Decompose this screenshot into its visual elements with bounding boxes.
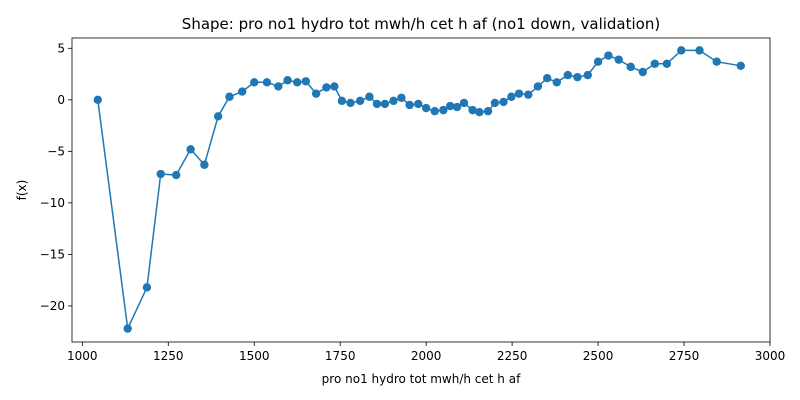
x-tick-label: 1750 xyxy=(325,349,356,363)
data-point xyxy=(514,89,524,98)
data-point xyxy=(238,87,247,96)
data-point xyxy=(93,95,102,105)
data-point xyxy=(421,103,431,113)
data-point xyxy=(507,92,516,101)
data-point xyxy=(614,55,623,64)
x-axis-label: pro no1 hydro tot mwh/h cet h af xyxy=(322,372,521,386)
x-tick-label: 1250 xyxy=(153,349,184,363)
data-point xyxy=(583,70,592,80)
data-point xyxy=(638,67,647,77)
y-tick-label: 0 xyxy=(57,93,65,107)
data-point xyxy=(573,72,582,82)
data-point xyxy=(446,101,455,111)
data-point xyxy=(414,99,423,109)
data-point xyxy=(662,59,672,68)
data-point xyxy=(677,46,686,55)
data-point xyxy=(468,105,477,115)
data-point xyxy=(712,57,721,66)
data-point xyxy=(346,98,355,108)
data-point xyxy=(301,77,311,86)
data-point xyxy=(337,96,347,106)
data-point xyxy=(439,105,448,115)
x-tick-label: 2750 xyxy=(669,349,700,363)
data-point xyxy=(483,106,493,116)
data-point xyxy=(452,102,462,112)
data-point xyxy=(225,92,234,101)
data-point xyxy=(650,59,660,68)
y-tick-label: −20 xyxy=(40,299,65,313)
plot-area: 1000 1250 1500 1750 2000 2250 2500 2750 3000 −20 −… xyxy=(40,37,786,363)
y-tick-label: −10 xyxy=(40,196,65,210)
data-point xyxy=(593,57,603,66)
x-tick-label: 1000 xyxy=(67,349,98,363)
data-point xyxy=(552,78,562,87)
data-point xyxy=(274,82,283,91)
y-tick-label: −15 xyxy=(40,247,65,261)
data-point xyxy=(542,73,552,83)
data-point xyxy=(397,93,406,102)
data-point xyxy=(459,98,469,108)
data-point xyxy=(499,97,508,107)
data-point xyxy=(123,324,132,333)
data-point xyxy=(355,96,365,106)
data-point xyxy=(262,78,272,87)
data-point xyxy=(171,170,181,180)
x-tick-label: 3000 xyxy=(755,349,786,363)
x-tick-label: 1500 xyxy=(239,349,270,363)
data-point xyxy=(563,70,573,80)
data-point xyxy=(322,83,331,92)
data-point xyxy=(200,160,209,169)
data-point xyxy=(330,82,339,91)
data-point xyxy=(156,169,165,179)
data-point xyxy=(380,99,390,109)
data-point xyxy=(213,112,223,121)
data-point xyxy=(293,78,302,87)
chart-title: Shape: pro no1 hydro tot mwh/h cet h af … xyxy=(182,15,660,33)
data-point xyxy=(475,107,484,117)
data-point xyxy=(186,145,195,154)
data-point xyxy=(389,96,398,106)
data-point xyxy=(283,76,292,85)
data-point xyxy=(533,82,543,91)
data-point xyxy=(695,46,704,55)
x-tick-label: 2000 xyxy=(411,349,442,363)
x-tick-label: 2250 xyxy=(497,349,528,363)
plot-frame xyxy=(71,37,771,343)
data-point xyxy=(365,92,374,101)
x-tick-label: 2500 xyxy=(583,349,614,363)
data-point xyxy=(736,61,745,71)
data-point xyxy=(372,99,382,109)
data-point xyxy=(626,62,635,72)
data-point xyxy=(142,283,152,292)
data-point xyxy=(490,98,500,108)
data-point xyxy=(250,78,259,87)
y-tick-label: −5 xyxy=(47,144,65,158)
data-point xyxy=(405,100,414,110)
data-point xyxy=(524,90,533,99)
data-point xyxy=(604,51,613,60)
data-point xyxy=(311,89,321,98)
data-point xyxy=(430,106,439,116)
y-tick-label: 5 xyxy=(57,41,65,55)
series-line xyxy=(97,49,741,332)
y-axis-label: f(x) xyxy=(15,180,29,201)
